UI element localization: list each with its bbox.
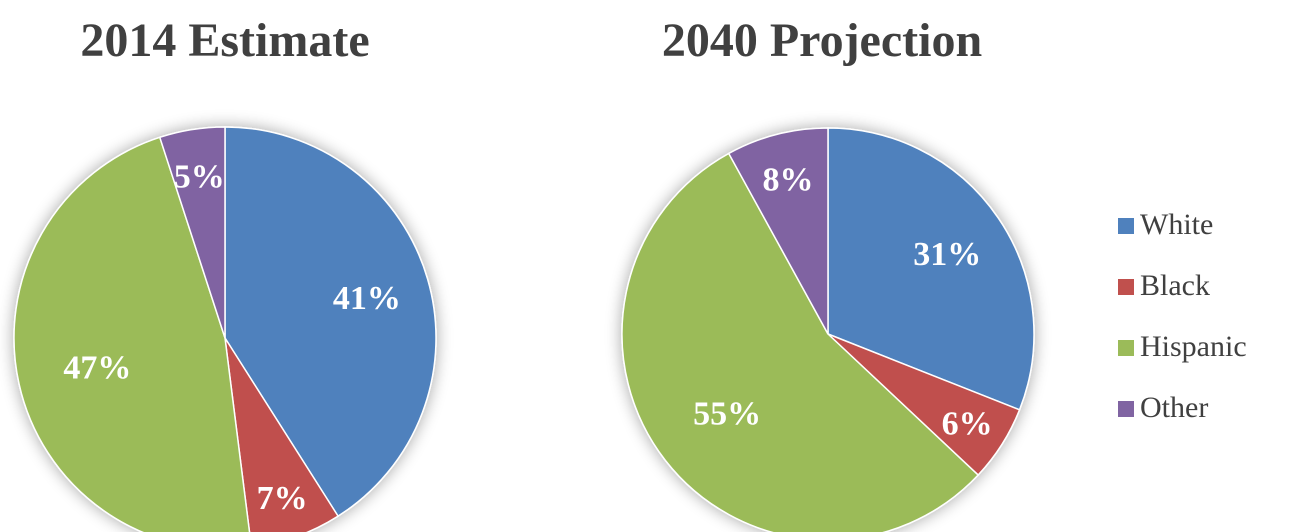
slice-label-2040-black: 6% xyxy=(942,405,993,442)
chart-title-2040: 2040 Projection xyxy=(662,14,982,67)
slice-label-2040-hispanic: 55% xyxy=(693,395,761,432)
slice-2014-hispanic xyxy=(13,136,251,532)
pie-2040-labels: 31% 6% 55% 8% xyxy=(693,161,993,442)
pie-2014-labels: 41% 7% 47% 5% xyxy=(63,158,401,516)
slice-2040-white xyxy=(827,127,1035,411)
slice-label-2014-other: 5% xyxy=(174,158,225,195)
legend: White Black Hispanic Other xyxy=(1118,208,1247,424)
slice-label-2040-other: 8% xyxy=(763,161,814,198)
slice-2040-hispanic xyxy=(621,152,980,532)
slice-label-2014-white: 41% xyxy=(333,280,401,317)
legend-label-black: Black xyxy=(1140,269,1210,302)
pie-2040 xyxy=(621,127,1035,532)
slice-2014-other xyxy=(158,126,226,339)
legend-swatch-white xyxy=(1118,218,1134,234)
pie-2014 xyxy=(13,126,437,532)
slice-2014-black xyxy=(224,337,340,532)
legend-swatch-black xyxy=(1118,279,1134,295)
slice-label-2014-hispanic: 47% xyxy=(63,350,131,387)
slice-label-2014-black: 7% xyxy=(257,480,308,517)
chart-title-2014: 2014 Estimate xyxy=(80,14,369,67)
slice-2040-other xyxy=(727,127,829,335)
legend-label-hispanic: Hispanic xyxy=(1140,330,1247,363)
legend-swatch-other xyxy=(1118,401,1134,417)
slice-label-2040-white: 31% xyxy=(913,236,981,273)
slice-2014-white xyxy=(224,126,437,518)
legend-label-other: Other xyxy=(1140,391,1208,424)
legend-swatch-hispanic xyxy=(1118,340,1134,356)
legend-label-white: White xyxy=(1140,208,1213,241)
